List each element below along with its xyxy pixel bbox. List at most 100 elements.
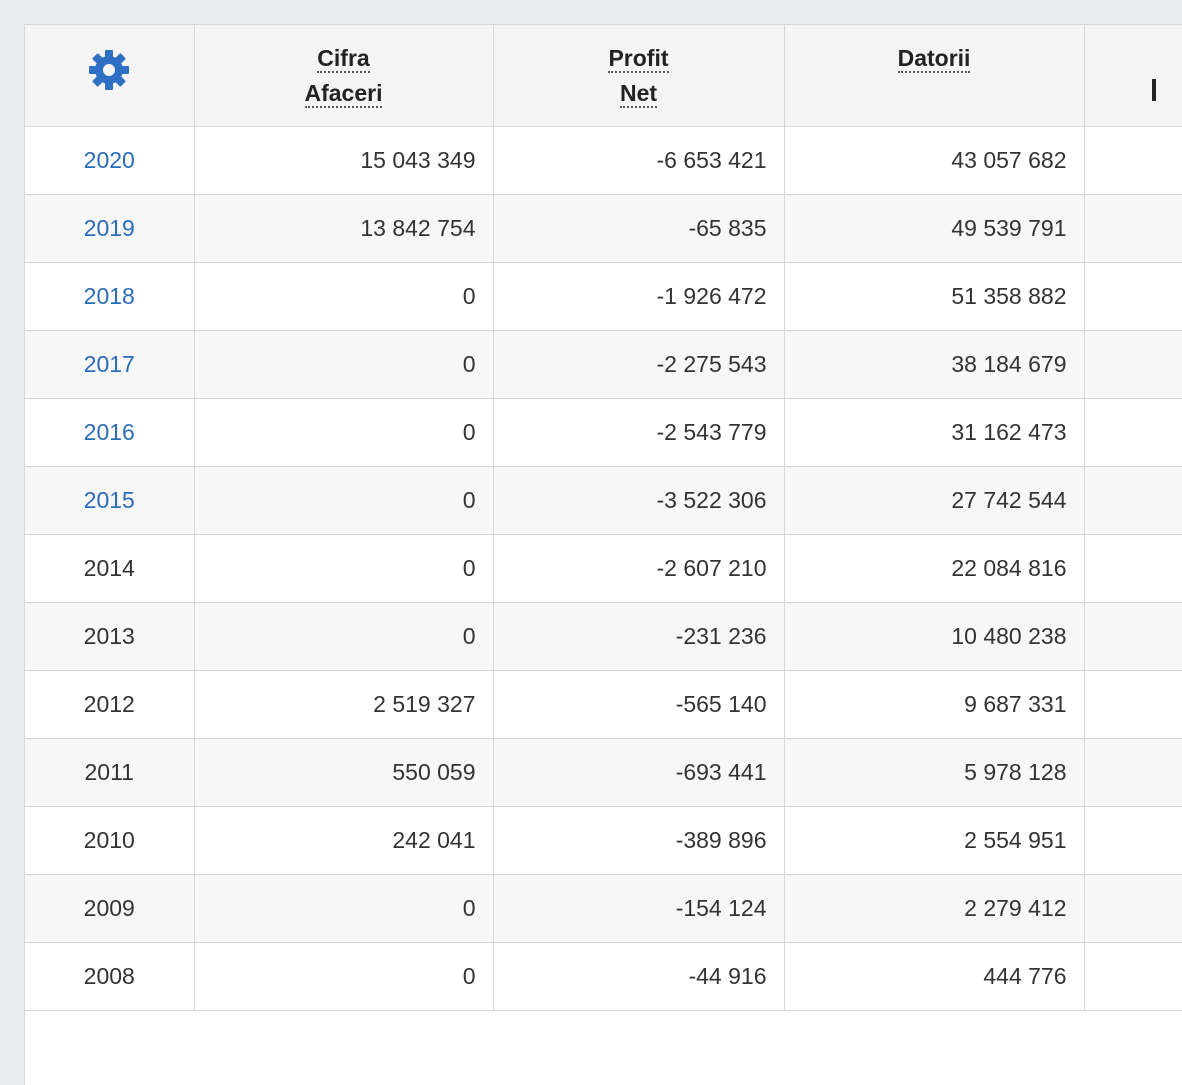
- year-cell[interactable]: 2018: [25, 262, 195, 331]
- year-cell[interactable]: 2016: [25, 398, 195, 467]
- column-header-line: Net: [619, 80, 658, 108]
- year-label: 2014: [83, 555, 135, 581]
- profit-net-cell: -1 926 472: [493, 262, 785, 331]
- datorii-cell: 22 084 816: [784, 534, 1085, 603]
- table-body: 2020 15 043 349 -6 653 421 43 057 682 2019 13…: [25, 126, 1182, 1011]
- clipped-cell: [1084, 398, 1182, 467]
- cifra-afaceri-cell: 550 059: [194, 738, 494, 807]
- clipped-cell: [1084, 466, 1182, 535]
- clipped-header-text: [1152, 79, 1156, 101]
- cifra-afaceri-cell: 0: [194, 466, 494, 535]
- year-cell[interactable]: 2015: [25, 466, 195, 535]
- year-cell: 2012: [25, 670, 195, 739]
- table-row: 2020 15 043 349 -6 653 421 43 057 682: [25, 126, 1182, 195]
- profit-net-cell: -389 896: [493, 806, 785, 875]
- clipped-cell: [1084, 194, 1182, 263]
- year-link[interactable]: 2020: [83, 147, 135, 173]
- year-link[interactable]: 2019: [83, 215, 135, 241]
- table-row: 2016 0 -2 543 779 31 162 473: [25, 398, 1182, 467]
- clipped-cell: [1084, 942, 1182, 1011]
- cifra-afaceri-cell: 15 043 349: [194, 126, 494, 195]
- datorii-cell: 9 687 331: [784, 670, 1085, 739]
- year-cell[interactable]: 2020: [25, 126, 195, 195]
- clipped-cell: [1084, 602, 1182, 671]
- datorii-cell: 43 057 682: [784, 126, 1085, 195]
- datorii-cell: 38 184 679: [784, 330, 1085, 399]
- profit-net-cell: -65 835: [493, 194, 785, 263]
- profit-net-cell: -231 236: [493, 602, 785, 671]
- profit-net-cell: -2 543 779: [493, 398, 785, 467]
- table-row: 2008 0 -44 916 444 776: [25, 942, 1182, 1011]
- cifra-afaceri-cell: 2 519 327: [194, 670, 494, 739]
- cifra-afaceri-cell: 0: [194, 398, 494, 467]
- cifra-afaceri-cell: 0: [194, 534, 494, 603]
- column-header-line: Afaceri: [304, 80, 383, 108]
- year-link[interactable]: 2016: [83, 419, 135, 445]
- table-row: 2014 0 -2 607 210 22 084 816: [25, 534, 1182, 603]
- year-label: 2011: [84, 759, 134, 785]
- year-link[interactable]: 2018: [83, 283, 135, 309]
- clipped-cell: [1084, 534, 1182, 603]
- table-row: 2018 0 -1 926 472 51 358 882: [25, 262, 1182, 331]
- year-label: 2009: [83, 895, 135, 921]
- table-row: 2010 242 041 -389 896 2 554 951: [25, 806, 1182, 875]
- clipped-cell: [1084, 670, 1182, 739]
- clipped-cell: [1084, 262, 1182, 331]
- year-cell: 2013: [25, 602, 195, 671]
- table-header-row: Cifra Afaceri Profit Net Datorii: [25, 25, 1182, 127]
- column-header-next[interactable]: [1084, 25, 1182, 127]
- financials-table: Cifra Afaceri Profit Net Datorii: [25, 25, 1182, 1011]
- clipped-cell: [1084, 126, 1182, 195]
- datorii-cell: 2 279 412: [784, 874, 1085, 943]
- table-row: 2012 2 519 327 -565 140 9 687 331: [25, 670, 1182, 739]
- table-row: 2011 550 059 -693 441 5 978 128: [25, 738, 1182, 807]
- year-label: 2010: [83, 827, 135, 853]
- clipped-cell: [1084, 330, 1182, 399]
- year-cell: 2009: [25, 874, 195, 943]
- clipped-cell: [1084, 806, 1182, 875]
- column-header-line: Cifra: [317, 45, 370, 73]
- table-row: 2017 0 -2 275 543 38 184 679: [25, 330, 1182, 399]
- cifra-afaceri-cell: 242 041: [194, 806, 494, 875]
- profit-net-cell: -2 607 210: [493, 534, 785, 603]
- table-row: 2015 0 -3 522 306 27 742 544: [25, 466, 1182, 535]
- year-label: 2013: [83, 623, 135, 649]
- profit-net-cell: -44 916: [493, 942, 785, 1011]
- cifra-afaceri-cell: 0: [194, 262, 494, 331]
- column-header-cifra-afaceri[interactable]: Cifra Afaceri: [194, 25, 494, 127]
- clipped-cell: [1084, 738, 1182, 807]
- datorii-cell: 5 978 128: [784, 738, 1085, 807]
- column-header-datorii[interactable]: Datorii: [784, 25, 1085, 127]
- datorii-cell: 444 776: [784, 942, 1085, 1011]
- datorii-cell: 2 554 951: [784, 806, 1085, 875]
- year-label: 2008: [83, 963, 135, 989]
- settings-header-cell: [25, 25, 195, 127]
- table-row: 2013 0 -231 236 10 480 238: [25, 602, 1182, 671]
- profit-net-cell: -565 140: [493, 670, 785, 739]
- cifra-afaceri-cell: 0: [194, 602, 494, 671]
- financials-panel: Cifra Afaceri Profit Net Datorii: [24, 24, 1182, 1085]
- gear-icon[interactable]: [88, 49, 130, 91]
- datorii-cell: 51 358 882: [784, 262, 1085, 331]
- year-link[interactable]: 2017: [83, 351, 135, 377]
- year-cell[interactable]: 2019: [25, 194, 195, 263]
- year-link[interactable]: 2015: [83, 487, 135, 513]
- year-cell: 2010: [25, 806, 195, 875]
- year-cell[interactable]: 2017: [25, 330, 195, 399]
- year-label: 2012: [83, 691, 135, 717]
- profit-net-cell: -693 441: [493, 738, 785, 807]
- datorii-cell: 31 162 473: [784, 398, 1085, 467]
- cifra-afaceri-cell: 0: [194, 942, 494, 1011]
- cifra-afaceri-cell: 0: [194, 874, 494, 943]
- profit-net-cell: -6 653 421: [493, 126, 785, 195]
- datorii-cell: 49 539 791: [784, 194, 1085, 263]
- profit-net-cell: -2 275 543: [493, 330, 785, 399]
- column-header-profit-net[interactable]: Profit Net: [493, 25, 785, 127]
- year-cell: 2011: [25, 738, 195, 807]
- profit-net-cell: -154 124: [493, 874, 785, 943]
- datorii-cell: 10 480 238: [784, 602, 1085, 671]
- clipped-cell: [1084, 874, 1182, 943]
- year-cell: 2014: [25, 534, 195, 603]
- column-header-line: Profit: [608, 45, 669, 73]
- cifra-afaceri-cell: 13 842 754: [194, 194, 494, 263]
